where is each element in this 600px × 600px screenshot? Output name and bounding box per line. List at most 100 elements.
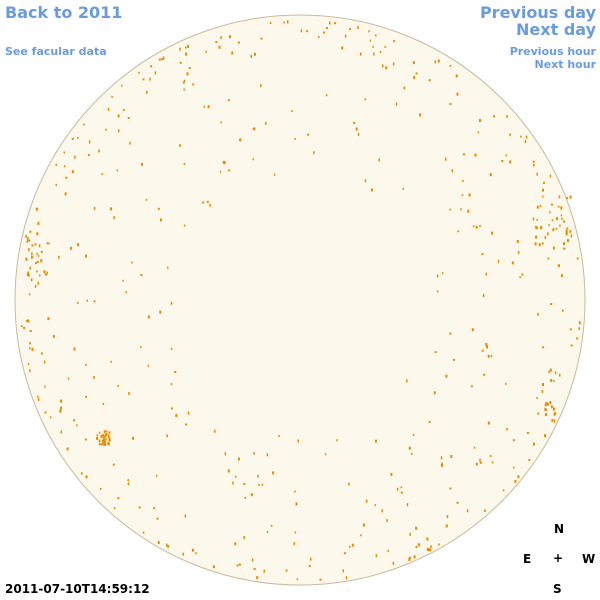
facula — [218, 45, 221, 49]
facula — [533, 163, 535, 167]
facula — [231, 51, 234, 55]
facula — [544, 434, 546, 438]
compass-north: N — [554, 522, 565, 536]
facula — [538, 243, 541, 247]
facula — [554, 371, 557, 375]
facula — [406, 379, 408, 383]
previous-day-link[interactable]: Previous day — [479, 3, 596, 22]
facula — [548, 224, 550, 227]
facula — [166, 543, 168, 547]
facula — [101, 173, 104, 176]
facula — [138, 506, 141, 509]
facula — [479, 224, 481, 227]
facula — [34, 243, 37, 246]
facula — [253, 452, 256, 455]
facula — [149, 77, 151, 81]
facula — [179, 61, 182, 64]
facula — [553, 412, 556, 416]
facula — [412, 434, 415, 436]
facula — [239, 138, 242, 142]
facula — [457, 230, 459, 233]
facula — [357, 26, 359, 29]
facula — [163, 56, 165, 60]
facula — [419, 113, 422, 117]
facula — [142, 531, 145, 534]
facula — [549, 174, 552, 178]
facula — [509, 160, 512, 164]
facula — [261, 483, 264, 486]
facula — [329, 21, 331, 25]
facula — [334, 22, 337, 25]
facula — [409, 532, 411, 536]
facula — [517, 475, 520, 479]
facula — [509, 133, 512, 136]
facula — [402, 187, 405, 190]
facula — [250, 55, 252, 58]
facula — [547, 402, 549, 406]
facula — [553, 380, 555, 383]
facula — [295, 502, 298, 506]
facula — [297, 439, 299, 443]
facular-link[interactable]: See facular data — [5, 45, 107, 58]
facula — [99, 443, 101, 446]
facula — [563, 247, 566, 250]
facula — [37, 254, 40, 257]
facula — [445, 374, 448, 378]
facula — [386, 519, 388, 523]
facula — [325, 27, 328, 29]
facula — [455, 74, 458, 78]
facula — [105, 128, 107, 131]
facula — [549, 211, 551, 214]
facula — [63, 165, 66, 168]
facula — [362, 523, 365, 527]
facula — [104, 443, 107, 446]
facula — [93, 376, 95, 379]
facula — [541, 389, 544, 393]
facula — [567, 239, 569, 243]
facula — [122, 108, 125, 111]
facula — [539, 205, 542, 207]
facula — [525, 135, 528, 139]
facula — [294, 137, 296, 140]
facula — [183, 81, 185, 84]
previous-hour-link[interactable]: Previous hour — [509, 45, 596, 58]
facula — [550, 303, 553, 306]
facula — [542, 195, 544, 198]
facula — [85, 363, 87, 366]
facula — [100, 488, 102, 490]
facula — [155, 474, 158, 477]
facula — [418, 543, 420, 547]
facula — [313, 151, 315, 155]
facula — [385, 66, 388, 70]
facula — [107, 107, 110, 111]
facula — [482, 294, 485, 297]
facula — [224, 452, 227, 456]
facula — [576, 257, 579, 260]
facula — [227, 469, 230, 473]
facula — [205, 50, 207, 53]
facula — [186, 72, 189, 76]
compass-center: + — [553, 551, 564, 565]
facula — [557, 264, 560, 268]
facula — [43, 270, 46, 274]
next-hour-link[interactable]: Next hour — [534, 58, 597, 71]
facula — [549, 401, 552, 404]
facula — [27, 238, 29, 242]
facula — [555, 227, 558, 230]
facula — [77, 301, 79, 304]
facula — [93, 300, 96, 303]
facula — [517, 250, 520, 254]
facula — [393, 40, 396, 43]
facula — [110, 360, 112, 363]
facula — [532, 217, 535, 221]
facula — [83, 123, 85, 126]
timestamp: 2011-07-10T14:59:12 — [5, 582, 150, 596]
facula — [36, 270, 38, 273]
back-link[interactable]: Back to 2011 — [5, 3, 123, 22]
facula — [513, 466, 515, 469]
facula — [470, 385, 473, 388]
facula — [491, 231, 494, 235]
next-day-link[interactable]: Next day — [516, 20, 596, 39]
facula — [551, 203, 553, 206]
